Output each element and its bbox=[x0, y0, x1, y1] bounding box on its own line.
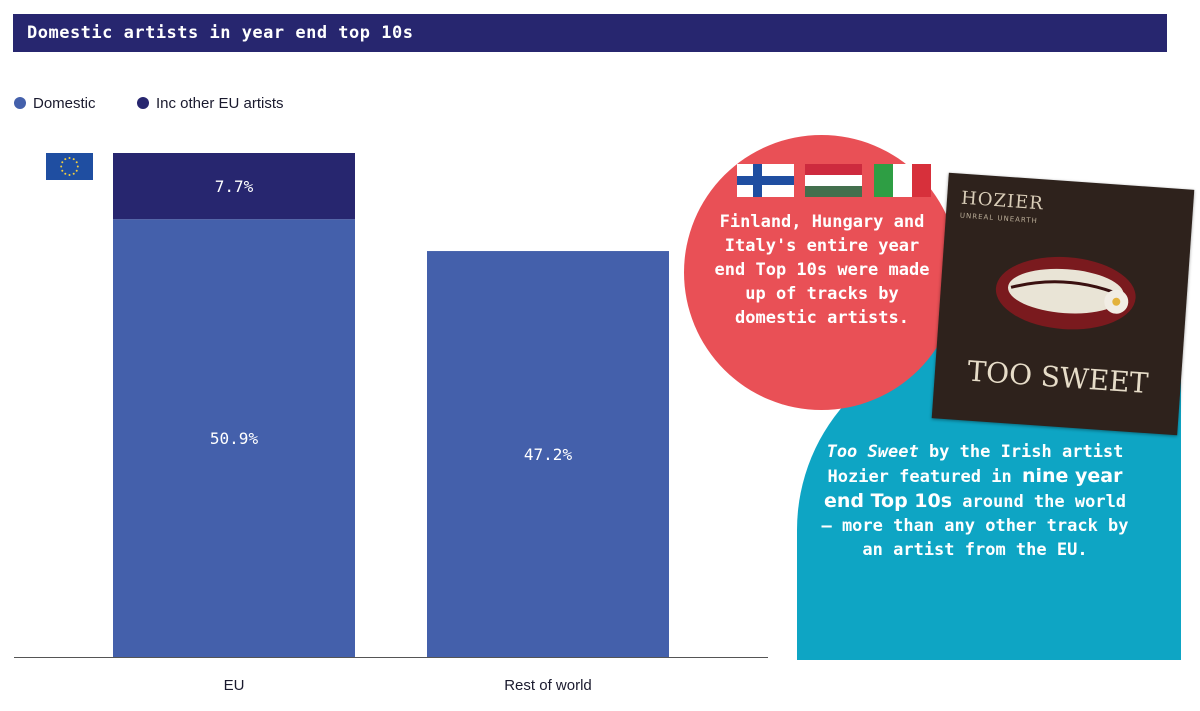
chart-title: Domestic artists in year end top 10s bbox=[27, 23, 414, 43]
album-cover-image: HOZIER UNREAL UNEARTH TOO SWEET bbox=[931, 172, 1195, 436]
callout-text-part: around the world – more than any other t… bbox=[821, 492, 1129, 560]
legend-dot-icon bbox=[14, 97, 26, 109]
bar-domestic bbox=[113, 219, 355, 657]
legend-label: Inc other EU artists bbox=[156, 95, 284, 112]
legend-item-domestic: Domestic bbox=[14, 95, 96, 112]
domestic-callout-text: Finland, Hungary and Italy's entire year… bbox=[714, 212, 930, 328]
bar-eu-artists bbox=[113, 153, 355, 220]
italy-flag-icon bbox=[874, 164, 931, 197]
bar-domestic bbox=[427, 251, 669, 657]
data-label: 50.9% bbox=[210, 429, 259, 448]
callout-highlight: nine year end Top 10s bbox=[823, 465, 1123, 512]
finland-flag-icon bbox=[737, 164, 794, 197]
chart-header: Domestic artists in year end top 10s bbox=[13, 14, 1167, 52]
hungary-flag-icon bbox=[805, 164, 862, 197]
legend-item-eu-artists: Inc other EU artists bbox=[137, 95, 284, 112]
data-label: 47.2% bbox=[524, 445, 573, 464]
x-tick-label: EU bbox=[224, 677, 245, 694]
legend-label: Domestic bbox=[33, 95, 96, 112]
data-label: 7.7% bbox=[215, 177, 254, 196]
eu-flag-icon bbox=[46, 153, 93, 180]
bar-chart: 50.9% 7.7% EU 47.2% Rest of world bbox=[14, 153, 768, 694]
x-tick-label: Rest of world bbox=[504, 677, 592, 694]
callout-text-part: by the Irish artist Hozier featured in bbox=[827, 442, 1124, 487]
legend-dot-icon bbox=[137, 97, 149, 109]
track-title: Too Sweet bbox=[826, 442, 919, 462]
hozier-callout-text: Too Sweet by the Irish artist Hozier fea… bbox=[820, 440, 1130, 562]
